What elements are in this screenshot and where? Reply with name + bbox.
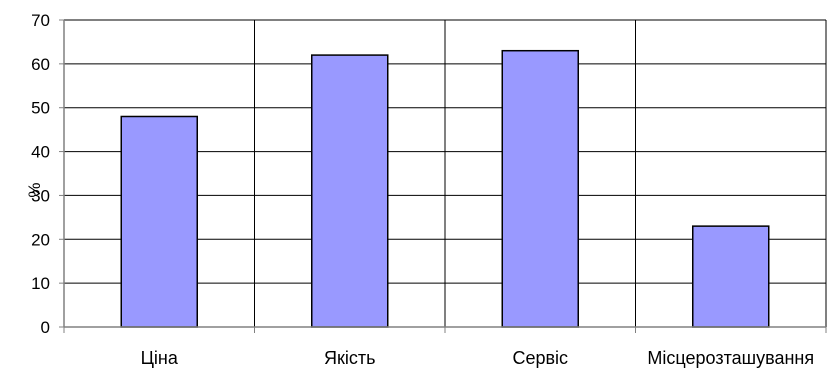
bar-1 bbox=[311, 54, 389, 328]
bar-3 bbox=[692, 225, 770, 328]
x-category-label-1: Якість bbox=[324, 348, 376, 368]
x-category-label-0: Ціна bbox=[141, 348, 179, 368]
y-tick-label-3: 30 bbox=[31, 186, 50, 205]
axes bbox=[59, 19, 827, 333]
y-tick-label-0: 0 bbox=[41, 318, 50, 337]
y-tick-labels: 0 10 20 30 40 50 60 70 bbox=[31, 11, 50, 337]
y-tick-label-7: 70 bbox=[31, 11, 50, 30]
y-tick-label-1: 10 bbox=[31, 274, 50, 293]
y-tick-label-4: 40 bbox=[31, 143, 50, 162]
y-axis-title: % bbox=[25, 182, 44, 197]
y-tick-label-6: 60 bbox=[31, 55, 50, 74]
bar-0 bbox=[120, 115, 198, 328]
y-tick-label-5: 50 bbox=[31, 99, 50, 118]
x-category-labels: Ціна Якість Сервіс Місцерозташування bbox=[141, 348, 814, 368]
bars bbox=[120, 49, 770, 328]
x-category-label-3: Місцерозташування bbox=[647, 348, 814, 368]
bar-2 bbox=[501, 49, 579, 328]
y-tick-label-2: 20 bbox=[31, 230, 50, 249]
x-category-label-2: Сервіс bbox=[512, 348, 568, 368]
